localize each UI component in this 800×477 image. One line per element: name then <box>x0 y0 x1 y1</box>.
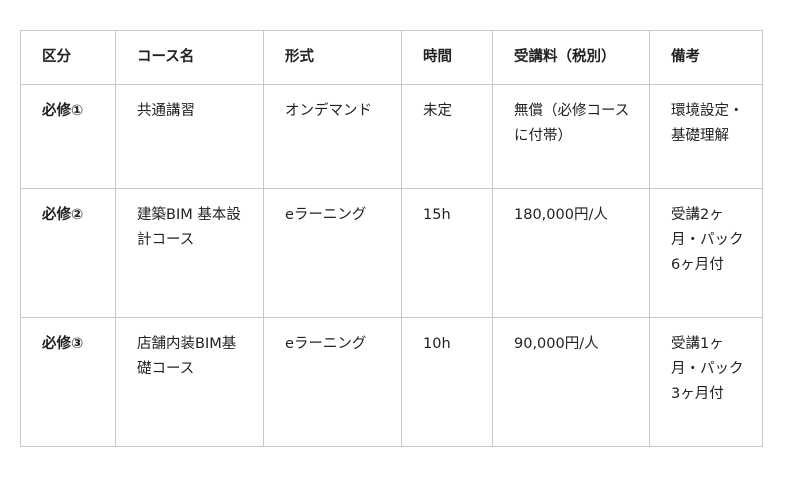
cell-format: eラーニング <box>263 188 402 318</box>
table-row: 必修③ 店舗内装BIM基礎コース eラーニング 10h 90,000円/人 受講… <box>20 317 763 447</box>
table-header-row: 区分 コース名 形式 時間 受講料（税別） 備考 <box>20 30 763 85</box>
header-notes: 備考 <box>649 30 763 85</box>
cell-category: 必修② <box>20 188 116 318</box>
cell-fee: 無償（必修コースに付帯） <box>492 84 650 189</box>
header-course-name: コース名 <box>115 30 264 85</box>
cell-notes: 受講1ヶ月・パック3ヶ月付 <box>649 317 763 447</box>
cell-hours: 未定 <box>401 84 493 189</box>
cell-category: 必修③ <box>20 317 116 447</box>
cell-course-name: 共通講習 <box>115 84 264 189</box>
cell-course-name: 店舗内装BIM基礎コース <box>115 317 264 447</box>
cell-notes: 環境設定・基礎理解 <box>649 84 763 189</box>
cell-fee: 180,000円/人 <box>492 188 650 318</box>
cell-category: 必修① <box>20 84 116 189</box>
cell-notes: 受講2ヶ月・パック6ヶ月付 <box>649 188 763 318</box>
cell-course-name: 建築BIM 基本設計コース <box>115 188 264 318</box>
cell-fee: 90,000円/人 <box>492 317 650 447</box>
header-format: 形式 <box>263 30 402 85</box>
cell-format: オンデマンド <box>263 84 402 189</box>
course-table: 区分 コース名 形式 時間 受講料（税別） 備考 必修① 共通講習 オンデマンド… <box>20 30 763 447</box>
cell-hours: 10h <box>401 317 493 447</box>
cell-format: eラーニング <box>263 317 402 447</box>
header-hours: 時間 <box>401 30 493 85</box>
header-fee: 受講料（税別） <box>492 30 650 85</box>
cell-hours: 15h <box>401 188 493 318</box>
table-row: 必修② 建築BIM 基本設計コース eラーニング 15h 180,000円/人 … <box>20 188 763 318</box>
header-category: 区分 <box>20 30 116 85</box>
table-row: 必修① 共通講習 オンデマンド 未定 無償（必修コースに付帯） 環境設定・基礎理… <box>20 84 763 189</box>
